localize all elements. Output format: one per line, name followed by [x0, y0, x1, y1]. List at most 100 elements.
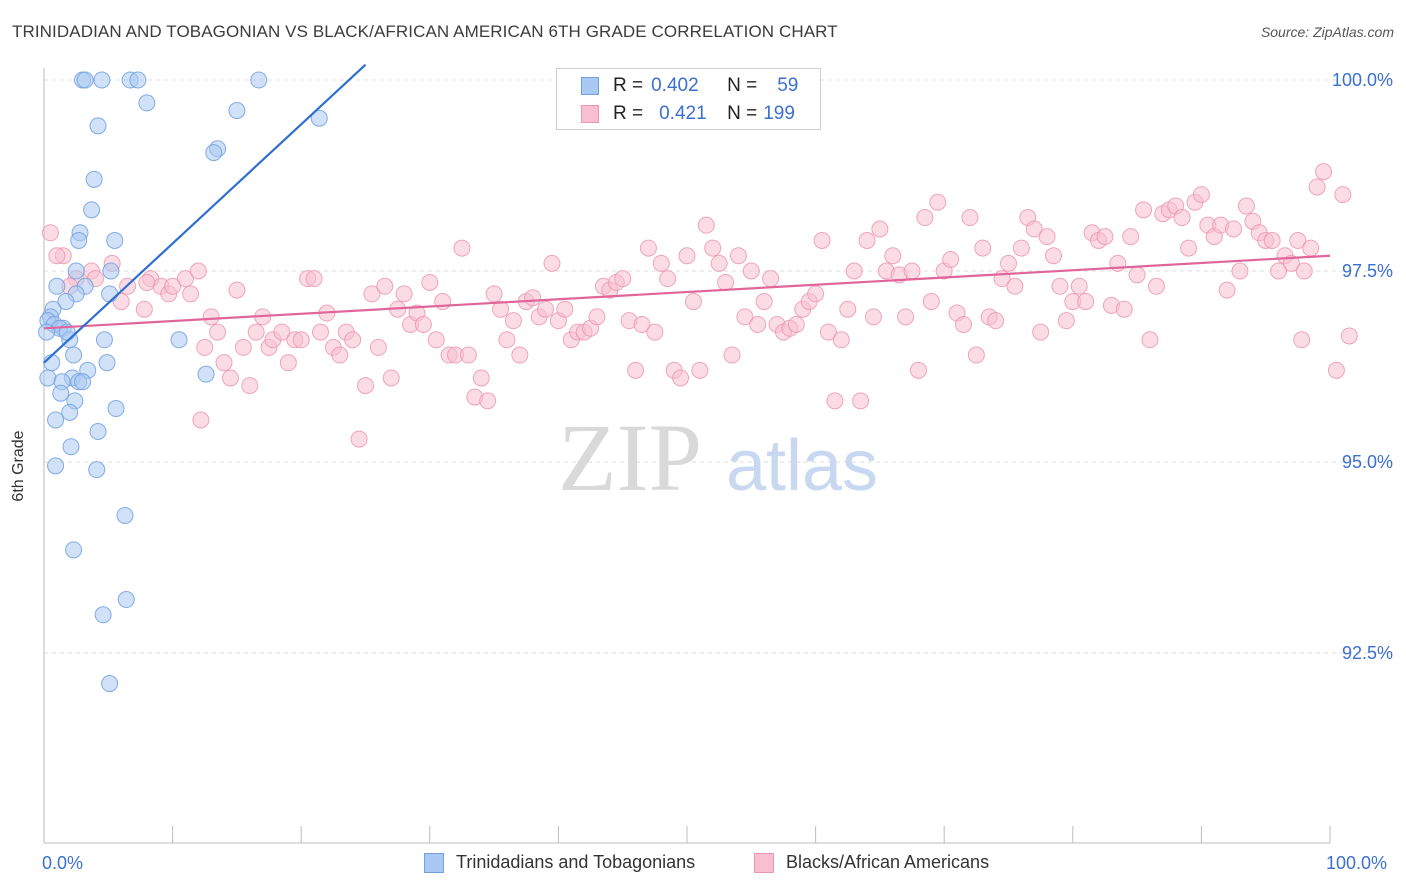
- pink-point: [382, 369, 400, 387]
- pink-point: [678, 247, 696, 265]
- pink-point: [1122, 228, 1140, 246]
- pink-point: [1147, 277, 1165, 295]
- pink-point: [1115, 300, 1133, 318]
- pink-point: [909, 361, 927, 379]
- pink-point: [974, 239, 992, 257]
- legend-n-label: N =: [727, 75, 758, 96]
- pink-point: [1141, 331, 1159, 349]
- pink-point: [241, 377, 259, 395]
- pink-point: [627, 361, 645, 379]
- pink-point: [221, 369, 239, 387]
- pink-point: [192, 411, 210, 429]
- blue-point: [129, 71, 147, 89]
- pink-point: [1237, 197, 1255, 215]
- y-axis-label: 6th Grade: [10, 430, 27, 502]
- pink-point: [1192, 186, 1210, 204]
- pink-point: [1225, 220, 1243, 238]
- blue-point: [74, 373, 92, 391]
- pink-point: [652, 254, 670, 272]
- y-tick-label: 97.5%: [1342, 261, 1393, 281]
- blue-point: [65, 346, 83, 364]
- legend-item-trinidadians[interactable]: Trinidadians and Tobagonians: [424, 852, 695, 873]
- pink-point: [472, 369, 490, 387]
- pink-point: [646, 323, 664, 341]
- pink-trend-line: [43, 254, 1331, 330]
- pink-point: [182, 285, 200, 303]
- blue-point: [228, 102, 246, 120]
- pink-point: [1025, 220, 1043, 238]
- pink-point: [659, 270, 677, 288]
- pink-point: [459, 346, 477, 364]
- pink-point: [1070, 277, 1088, 295]
- pink-point: [556, 300, 574, 318]
- pink-point: [1006, 277, 1024, 295]
- pink-point: [331, 346, 349, 364]
- blue-point: [102, 262, 120, 280]
- pink-point: [363, 285, 381, 303]
- pink-point: [1308, 178, 1326, 196]
- pink-point: [1051, 277, 1069, 295]
- pink-point: [710, 254, 728, 272]
- legend-item-blacks[interactable]: Blacks/African Americans: [754, 852, 989, 873]
- pink-point: [826, 392, 844, 410]
- blue-point: [65, 541, 83, 559]
- blue-point: [88, 461, 106, 479]
- pink-point: [1282, 254, 1300, 272]
- pink-point: [357, 377, 374, 395]
- pink-point: [492, 300, 510, 318]
- blue-trend-line: [43, 63, 367, 364]
- pink-point: [479, 392, 497, 410]
- pink-point: [485, 285, 503, 303]
- blue-point: [170, 331, 188, 349]
- blue-point: [107, 400, 125, 418]
- pink-point: [453, 239, 471, 257]
- blue-point: [76, 71, 94, 89]
- pink-point: [755, 293, 773, 311]
- legend-label-trinidadians: Trinidadians and Tobagonians: [456, 852, 696, 872]
- pink-point: [1057, 312, 1075, 330]
- pink-point: [633, 315, 651, 333]
- pink-point: [1293, 331, 1311, 349]
- pink-point: [588, 308, 606, 326]
- pink-point: [376, 277, 394, 295]
- legend-row-pink: R = 0.421 N = 199: [581, 101, 795, 127]
- pink-point: [871, 220, 889, 238]
- axis-layer: [43, 68, 1331, 844]
- legend-n-value: 199: [763, 103, 795, 124]
- blue-point: [48, 277, 66, 295]
- blue-point: [62, 438, 80, 456]
- pink-point: [369, 338, 387, 356]
- pink-point: [845, 262, 863, 280]
- pink-point: [273, 323, 291, 341]
- pink-point: [209, 323, 227, 341]
- legend-r-value: 0.402: [651, 75, 699, 96]
- pink-point: [1045, 247, 1063, 265]
- pink-point: [614, 270, 632, 288]
- pink-point: [1096, 228, 1114, 246]
- pink-series-points: [41, 163, 1358, 448]
- pink-point: [929, 193, 947, 211]
- pink-point: [344, 331, 362, 349]
- y-tick-labels: 100.0% 97.5% 95.0% 92.5%: [1332, 70, 1393, 663]
- pink-point: [138, 273, 156, 291]
- pink-point: [787, 315, 805, 333]
- pink-point: [41, 224, 59, 242]
- pink-point: [189, 262, 207, 280]
- pink-point: [511, 346, 529, 364]
- pink-point: [234, 338, 252, 356]
- pink-point: [697, 216, 715, 234]
- pink-point: [395, 285, 413, 303]
- legend-n-label: N =: [727, 103, 758, 124]
- blue-point: [52, 384, 70, 402]
- blue-point: [85, 170, 103, 188]
- pink-point: [215, 354, 233, 372]
- chart-title: TRINIDADIAN AND TOBAGONIAN VS BLACK/AFRI…: [12, 22, 838, 41]
- blue-point: [61, 403, 79, 421]
- pink-point: [967, 346, 985, 364]
- blue-point: [116, 506, 134, 524]
- pink-point: [1315, 163, 1333, 181]
- pink-point: [350, 430, 368, 448]
- pink-point: [1038, 228, 1056, 246]
- blue-point: [83, 201, 101, 219]
